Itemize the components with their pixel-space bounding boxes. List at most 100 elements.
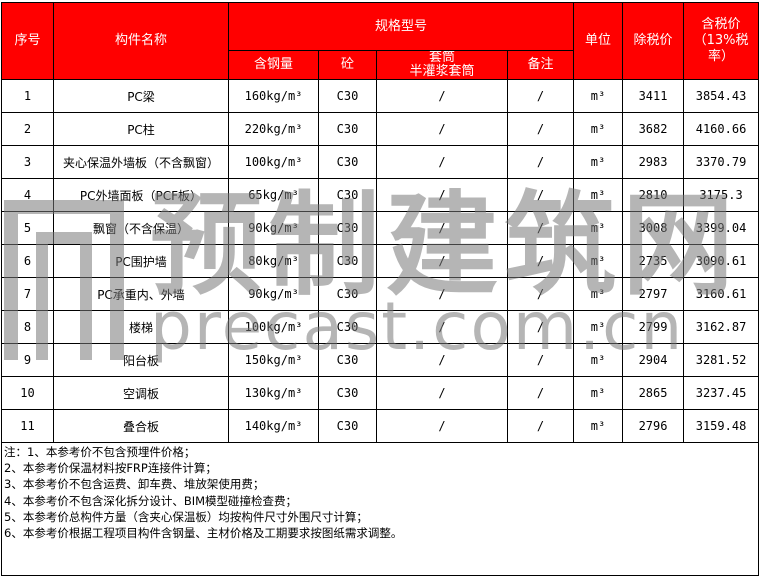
- table-row: 8 楼梯 100kg/m³ C30// m³ 2799 3162.87: [1, 310, 760, 344]
- cell-pretax: 2904: [622, 343, 685, 377]
- cell-steel: 80kg/m³: [228, 244, 319, 278]
- cell-taxed: 4160.66: [683, 112, 760, 146]
- cell-sleeve: /: [376, 277, 508, 311]
- note-line: 注：1、本参考价不包含预埋件价格；: [4, 445, 196, 459]
- cell-remark: /: [506, 211, 575, 245]
- cell-sleeve: /: [376, 211, 508, 245]
- cell-seq: 5: [1, 211, 54, 245]
- cell-concrete: C30: [318, 376, 377, 410]
- cell-name: 飘窗（不含保温）: [53, 211, 229, 245]
- cell-pretax: 2799: [622, 310, 685, 344]
- cell-seq: 7: [1, 277, 54, 311]
- cell-pretax: 2797: [622, 277, 685, 311]
- cell-name: PC围护墙: [53, 244, 229, 278]
- cell-remark: /: [506, 277, 575, 311]
- cell-name: 楼梯: [53, 310, 229, 344]
- cell-remark: /: [506, 145, 575, 179]
- header-taxed-line1: 含税价: [701, 17, 741, 32]
- cell-pretax: 2810: [622, 178, 685, 212]
- note-line: 4、本参考价不包含深化拆分设计、BIM模型碰撞检查费；: [4, 493, 298, 508]
- cell-concrete: C30: [318, 343, 377, 377]
- cell-concrete: C30: [318, 277, 377, 311]
- cell-name: PC梁: [53, 79, 229, 113]
- cell-concrete: C30: [318, 178, 377, 212]
- table-row: 10 空调板 130kg/m³ C30// m³ 2865 3237.45: [1, 376, 760, 410]
- cell-name: PC柱: [53, 112, 229, 146]
- cell-name: 空调板: [53, 376, 229, 410]
- cell-name: PC外墙面板（PCF板）: [53, 178, 229, 212]
- cell-taxed: 3090.61: [683, 244, 760, 278]
- cell-remark: /: [506, 310, 575, 344]
- header-remark: 备注: [506, 50, 575, 80]
- cell-sleeve: /: [376, 376, 508, 410]
- cell-unit: m³: [573, 310, 624, 344]
- table-row: 11 叠合板 140kg/m³ C30// m³ 2796 3159.48: [1, 409, 760, 443]
- cell-seq: 3: [1, 145, 54, 179]
- table-row: 4 PC外墙面板（PCF板） 65kg/m³ C30// m³ 2810 3175.3: [1, 178, 760, 212]
- cell-seq: 8: [1, 310, 54, 344]
- header-seq: 序号: [1, 2, 54, 80]
- table-row: 2 PC柱 220kg/m³ C30// m³ 3682 4160.66: [1, 112, 760, 146]
- cell-name: PC承重内、外墙: [53, 277, 229, 311]
- cell-seq: 10: [1, 376, 54, 410]
- cell-remark: /: [506, 343, 575, 377]
- table-row: 3 夹心保温外墙板（不含飘窗） 100kg/m³ C30// m³ 2983 3370.79: [1, 145, 760, 179]
- cell-taxed: 3237.45: [683, 376, 760, 410]
- cell-unit: m³: [573, 277, 624, 311]
- cell-sleeve: /: [376, 79, 508, 113]
- header-concrete: 砼: [318, 50, 377, 80]
- cell-unit: m³: [573, 343, 624, 377]
- cell-taxed: 3281.52: [683, 343, 760, 377]
- cell-pretax: 3008: [622, 211, 685, 245]
- cell-steel: 130kg/m³: [228, 376, 319, 410]
- cell-steel: 65kg/m³: [228, 178, 319, 212]
- cell-concrete: C30: [318, 409, 377, 443]
- cell-unit: m³: [573, 178, 624, 212]
- cell-steel: 140kg/m³: [228, 409, 319, 443]
- cell-taxed: 3159.48: [683, 409, 760, 443]
- header-pretax: 除税价: [622, 2, 685, 80]
- header-name: 构件名称: [53, 2, 229, 80]
- cell-sleeve: /: [376, 178, 508, 212]
- cell-pretax: 3682: [622, 112, 685, 146]
- cell-sleeve: /: [376, 343, 508, 377]
- cell-taxed: 3175.3: [683, 178, 760, 212]
- cell-unit: m³: [573, 244, 624, 278]
- cell-steel: 90kg/m³: [228, 211, 319, 245]
- cell-remark: /: [506, 376, 575, 410]
- cell-unit: m³: [573, 145, 624, 179]
- cell-steel: 150kg/m³: [228, 343, 319, 377]
- cell-pretax: 2796: [622, 409, 685, 443]
- cell-sleeve: /: [376, 145, 508, 179]
- cell-seq: 6: [1, 244, 54, 278]
- cell-sleeve: /: [376, 244, 508, 278]
- cell-pretax: 2735: [622, 244, 685, 278]
- cell-remark: /: [506, 112, 575, 146]
- cell-concrete: C30: [318, 310, 377, 344]
- cell-sleeve: /: [376, 310, 508, 344]
- cell-pretax: 2983: [622, 145, 685, 179]
- notes-cell: 注：1、本参考价不包含预埋件价格； 2、本参考价保温材料按FRP连接件计算； 3、本…: [0, 442, 760, 576]
- cell-remark: /: [506, 409, 575, 443]
- cell-taxed: 3854.43: [683, 79, 760, 113]
- note-line: 2、本参考价保温材料按FRP连接件计算；: [4, 461, 217, 476]
- cell-steel: 100kg/m³: [228, 145, 319, 179]
- header-sleeve-line2: 半灌浆套筒: [409, 64, 475, 79]
- cell-pretax: 2865: [622, 376, 685, 410]
- header-sleeve-line1: 套筒: [428, 50, 455, 65]
- cell-taxed: 3399.04: [683, 211, 760, 245]
- cell-seq: 2: [1, 112, 54, 146]
- cell-steel: 90kg/m³: [228, 277, 319, 311]
- table-row: 9 阳台板 150kg/m³ C30// m³ 2904 3281.52: [1, 343, 760, 377]
- cell-unit: m³: [573, 211, 624, 245]
- table-row: 1 PC梁 160kg/m³ C30// m³ 3411 3854.43: [1, 79, 760, 113]
- cell-taxed: 3162.87: [683, 310, 760, 344]
- cell-unit: m³: [573, 112, 624, 146]
- cell-seq: 9: [1, 343, 54, 377]
- note-line: 3、本参考价不包含运费、卸车费、堆放架使用费；: [4, 477, 265, 492]
- cell-concrete: C30: [318, 211, 377, 245]
- cell-seq: 11: [1, 409, 54, 443]
- cell-unit: m³: [573, 79, 624, 113]
- cell-name: 阳台板: [53, 343, 229, 377]
